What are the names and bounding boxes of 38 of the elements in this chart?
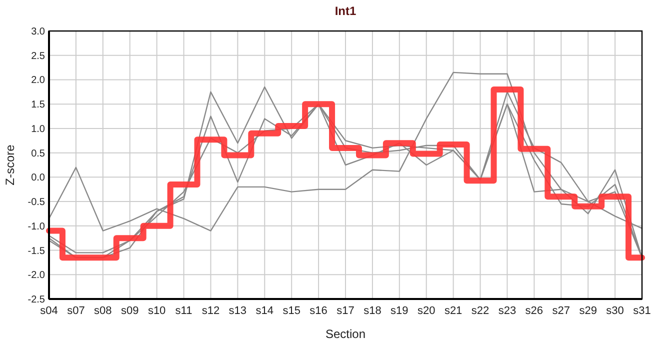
y-tick-label: 2.5 bbox=[31, 50, 46, 62]
x-tick-label: s27 bbox=[552, 305, 570, 317]
y-tick-label: 1.0 bbox=[31, 124, 46, 135]
chart-title: Int1 bbox=[334, 4, 356, 18]
y-tick-label: 1.5 bbox=[31, 100, 46, 111]
x-tick-label: s09 bbox=[120, 305, 139, 317]
x-tick-label: s07 bbox=[67, 305, 85, 317]
x-tick-label: s10 bbox=[148, 305, 166, 317]
y-tick-label: 0.0 bbox=[31, 172, 46, 184]
x-tick-label: s15 bbox=[282, 305, 300, 317]
x-tick-label: s29 bbox=[579, 305, 597, 317]
x-tick-label: s11 bbox=[175, 305, 192, 317]
y-tick-label: 2.0 bbox=[31, 75, 46, 86]
x-tick-label: s08 bbox=[94, 305, 112, 317]
x-axis-title: Section bbox=[325, 327, 366, 341]
x-tick-label: s12 bbox=[202, 305, 220, 317]
y-tick-label: -2.5 bbox=[28, 294, 46, 306]
x-tick-label: s21 bbox=[444, 305, 462, 317]
y-tick-label: -1.5 bbox=[28, 246, 46, 257]
x-tick-label: s04 bbox=[40, 305, 58, 317]
y-tick-label: 3.0 bbox=[31, 26, 46, 38]
x-tick-label: s26 bbox=[525, 305, 544, 317]
x-tick-label: s13 bbox=[228, 305, 247, 317]
x-tick-label: s31 bbox=[633, 305, 651, 317]
x-tick-label: s17 bbox=[336, 305, 354, 317]
x-tick-label: s23 bbox=[498, 305, 516, 317]
x-tick-label: s30 bbox=[606, 305, 624, 317]
x-tick-label: s16 bbox=[310, 305, 328, 317]
y-tick-label: -2.0 bbox=[28, 270, 46, 282]
y-tick-label: -1.0 bbox=[28, 221, 46, 232]
x-tick-label: s14 bbox=[256, 305, 274, 317]
x-tick-label: s19 bbox=[390, 305, 408, 317]
y-axis-title: Z-score bbox=[3, 144, 17, 186]
x-tick-label: s18 bbox=[364, 305, 382, 317]
x-tick-label: s20 bbox=[417, 305, 436, 317]
y-tick-label: -0.5 bbox=[28, 197, 46, 208]
x-tick-label: s22 bbox=[471, 305, 490, 317]
y-tick-label: 0.5 bbox=[31, 148, 46, 160]
